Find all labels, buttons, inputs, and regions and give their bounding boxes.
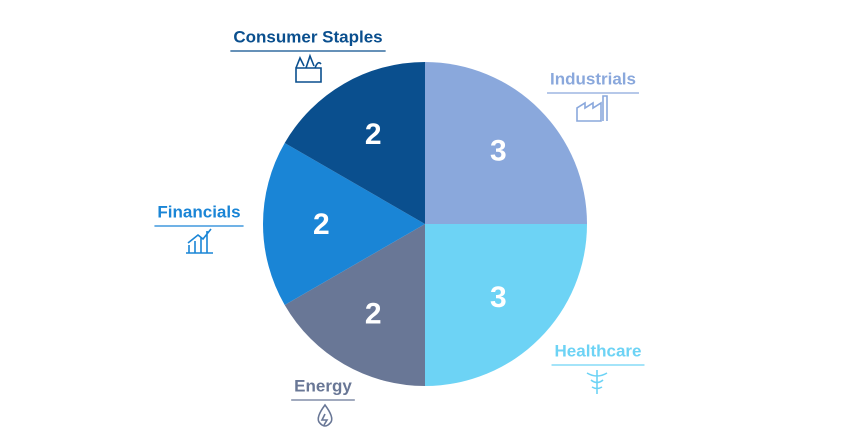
consumer-staples-icon xyxy=(295,53,322,83)
category-label: Industrials xyxy=(550,69,636,88)
value-label: 2 xyxy=(365,298,382,331)
slice xyxy=(263,143,425,305)
slice xyxy=(425,224,587,386)
financials-icon xyxy=(186,228,213,254)
industrials-icon xyxy=(576,95,608,122)
value-label: 2 xyxy=(313,208,330,241)
category-label: Healthcare xyxy=(555,341,642,360)
pie xyxy=(263,62,587,386)
category-label: Energy xyxy=(294,376,352,395)
value-label: 3 xyxy=(490,135,507,168)
category-label: Financials xyxy=(157,202,240,221)
labels: 3 Industrials 3 Healthcare 2 Energy 2 Financial… xyxy=(154,27,645,401)
slice xyxy=(284,62,425,224)
category-label: Consumer Staples xyxy=(233,27,382,46)
value-label: 2 xyxy=(365,118,382,151)
healthcare-icon xyxy=(586,370,608,394)
energy-icon xyxy=(317,403,333,427)
slice xyxy=(284,224,425,386)
slice xyxy=(425,62,587,224)
value-label: 3 xyxy=(490,281,507,314)
